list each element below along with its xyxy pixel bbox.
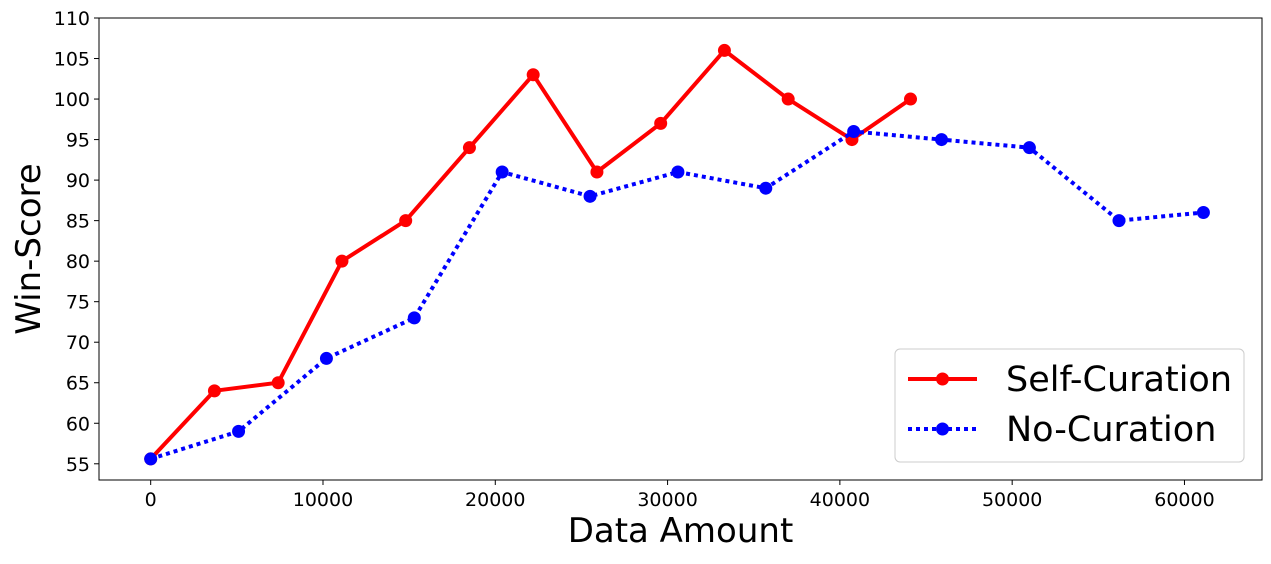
legend-label-no-curation: No-Curation xyxy=(1006,410,1216,450)
data-point-no-curation xyxy=(1112,214,1126,228)
y-tick-label: 95 xyxy=(66,130,90,152)
data-point-no-curation xyxy=(407,311,421,325)
x-axis-title: Data Amount xyxy=(568,511,794,551)
data-point-no-curation xyxy=(671,165,685,179)
data-point-no-curation xyxy=(319,351,333,365)
data-point-no-curation xyxy=(847,124,861,138)
y-tick-label: 75 xyxy=(66,292,90,314)
data-point-no-curation xyxy=(495,165,509,179)
data-point-self-curation xyxy=(717,43,731,57)
legend-marker-self-curation xyxy=(936,372,949,386)
legend-box xyxy=(894,348,1245,463)
series-no-curation xyxy=(144,124,1210,466)
series-layer xyxy=(144,43,1210,466)
data-point-self-curation xyxy=(526,68,540,82)
x-tick-label: 50000 xyxy=(982,489,1042,511)
data-point-no-curation xyxy=(935,133,949,147)
x-tick-label: 20000 xyxy=(465,489,525,511)
data-point-no-curation xyxy=(1022,141,1036,155)
data-point-no-curation xyxy=(1196,206,1210,220)
axes-layer: 0 10000 20000 30000 40000 50000 60000 55 60 65 70 7… xyxy=(54,8,1215,511)
legend-marker-no-curation xyxy=(936,422,949,436)
y-tick-label: 60 xyxy=(66,413,90,435)
data-point-no-curation xyxy=(759,181,773,195)
y-axis-title: Win-Score xyxy=(9,163,49,334)
series-self-curation xyxy=(144,43,918,466)
y-tick-label: 105 xyxy=(54,49,90,71)
x-tick-label: 60000 xyxy=(1154,489,1214,511)
y-tick-label: 110 xyxy=(54,8,90,30)
data-point-self-curation xyxy=(781,92,795,106)
y-tick-label: 85 xyxy=(66,211,90,233)
x-tick-label: 30000 xyxy=(637,489,697,511)
data-point-no-curation xyxy=(144,452,158,466)
data-point-no-curation xyxy=(232,424,246,438)
x-tick-label: 40000 xyxy=(810,489,870,511)
data-point-self-curation xyxy=(590,165,604,179)
y-tick-label: 80 xyxy=(66,251,90,273)
y-tick-label: 100 xyxy=(54,89,90,111)
data-point-self-curation xyxy=(654,116,668,130)
data-point-self-curation xyxy=(207,384,221,398)
y-tick-label: 70 xyxy=(66,332,90,354)
legend: Self-Curation No-Curation xyxy=(894,348,1245,463)
y-tick-label: 90 xyxy=(66,170,90,192)
y-tick-label: 55 xyxy=(66,454,90,476)
data-point-self-curation xyxy=(904,92,918,106)
x-tick-label: 0 xyxy=(145,489,157,511)
data-point-self-curation xyxy=(399,214,413,228)
data-point-self-curation xyxy=(335,254,349,268)
plot-frame xyxy=(98,17,1263,481)
series-line-self-curation xyxy=(149,48,912,461)
x-tick-label: 10000 xyxy=(293,489,353,511)
data-point-self-curation xyxy=(462,141,476,155)
data-point-no-curation xyxy=(583,189,597,203)
data-point-self-curation xyxy=(271,376,285,390)
legend-label-self-curation: Self-Curation xyxy=(1006,360,1232,400)
y-tick-label: 65 xyxy=(66,373,90,395)
